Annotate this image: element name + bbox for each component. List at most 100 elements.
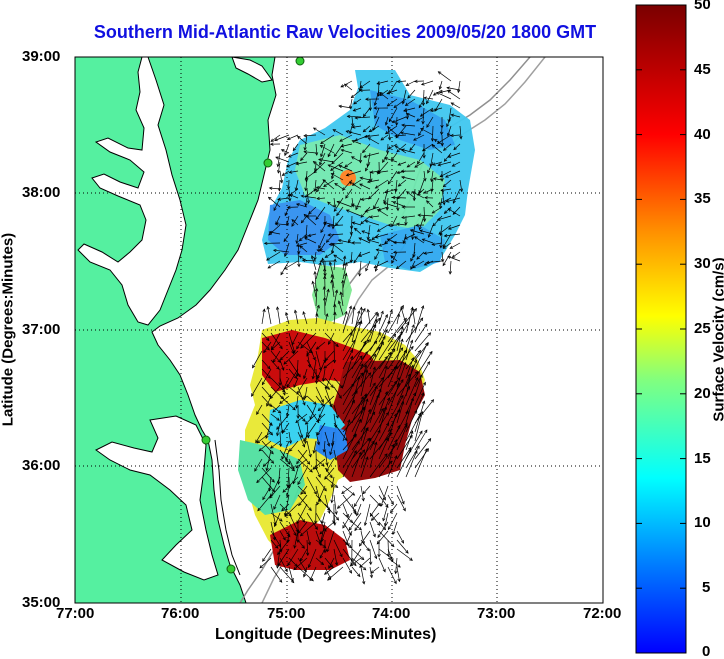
velocity-arrowhead <box>380 407 384 412</box>
velocity-arrowhead <box>303 147 307 151</box>
velocity-arrowhead <box>347 419 351 423</box>
velocity-arrow <box>448 107 452 123</box>
velocity-arrowhead <box>391 119 396 124</box>
velocity-arrow <box>353 251 362 264</box>
station-marker <box>295 57 305 66</box>
velocity-arrowhead <box>405 112 410 117</box>
velocity-arrowhead <box>392 348 396 352</box>
velocity-arrowhead <box>314 380 319 385</box>
velocity-arrow <box>324 566 335 575</box>
velocity-arrowhead <box>393 380 398 385</box>
velocity-arrow <box>360 382 376 406</box>
velocity-arrow <box>348 512 362 531</box>
velocity-arrowhead <box>321 520 325 525</box>
grid <box>75 57 603 603</box>
velocity-arrow <box>377 224 389 232</box>
velocity-arrow <box>354 134 371 141</box>
velocity-arrow <box>351 557 367 571</box>
velocity-arrow <box>305 170 317 180</box>
velocity-arrowhead <box>417 160 421 165</box>
velocity-arrowhead <box>317 417 321 422</box>
velocity-arrow <box>261 449 274 464</box>
velocity-arrowhead <box>376 228 381 232</box>
velocity-arrowhead <box>328 575 332 580</box>
velocity-arrow <box>363 152 380 158</box>
velocity-arrowhead <box>459 188 464 193</box>
velocity-arrowhead <box>297 481 301 486</box>
velocity-arrowhead <box>376 170 381 174</box>
velocity-arrow <box>342 433 357 460</box>
velocity-arrowhead <box>440 188 445 192</box>
velocity-arrowhead <box>400 326 404 330</box>
velocity-arrowhead <box>267 375 271 379</box>
velocity-arrow <box>414 361 430 388</box>
velocity-arrow <box>318 404 326 418</box>
velocity-arrow <box>360 369 368 397</box>
velocity-arrowhead <box>374 256 378 260</box>
velocity-arrow <box>352 125 362 128</box>
velocity-arrow <box>371 233 380 240</box>
velocity-arrowhead <box>410 364 415 369</box>
velocity-arrowhead <box>267 265 272 269</box>
velocity-arrowhead <box>266 346 270 351</box>
velocity-arrowhead <box>328 242 333 246</box>
velocity-arrow <box>405 413 421 442</box>
velocity-arrowhead <box>288 170 293 174</box>
velocity-arrowhead <box>442 201 446 206</box>
velocity-arrowhead <box>300 219 305 224</box>
velocity-arrowhead <box>374 441 378 446</box>
velocity-arrowhead <box>372 533 376 538</box>
velocity-arrowhead <box>420 128 424 132</box>
velocity-arrowhead <box>440 143 444 147</box>
velocity-arrow <box>296 242 308 247</box>
velocity-arrow <box>419 230 434 235</box>
velocity-arrow <box>350 224 353 235</box>
velocity-arrowhead <box>258 448 263 452</box>
velocity-arrow <box>405 377 419 406</box>
velocity-arrow <box>376 249 389 253</box>
velocity-arrow <box>365 260 371 272</box>
velocity-arrow <box>432 161 443 166</box>
velocity-arrowhead <box>384 356 388 360</box>
velocity-arrowhead <box>279 518 283 522</box>
velocity-arrowhead <box>424 196 428 200</box>
velocity-arrowhead <box>290 578 294 582</box>
velocity-arrowhead <box>447 90 451 94</box>
velocity-arrow <box>297 458 313 473</box>
velocity-arrow <box>396 321 410 343</box>
velocity-arrow <box>351 521 362 531</box>
velocity-arrow <box>297 413 306 422</box>
velocity-arrow <box>379 92 389 100</box>
velocity-arrowhead <box>401 215 405 220</box>
velocity-arrowhead <box>338 395 342 399</box>
velocity-arrowhead <box>350 94 355 99</box>
velocity-arrowhead <box>368 129 373 133</box>
velocity-arrow <box>331 274 335 289</box>
velocity-arrow <box>378 548 393 559</box>
velocity-arrow <box>279 431 282 447</box>
velocity-arrowhead <box>355 512 360 517</box>
velocity-arrowhead <box>331 242 335 247</box>
velocity-arrowhead <box>431 210 436 214</box>
velocity-arrow <box>438 197 452 205</box>
velocity-arrowhead <box>342 524 346 529</box>
velocity-arrowhead <box>303 213 308 218</box>
colorbar-tick-label: 15 <box>694 450 711 467</box>
velocity-arrowhead <box>359 85 364 89</box>
velocity-arrow <box>325 368 335 389</box>
velocity-arrow <box>369 341 384 370</box>
velocity-arrow <box>450 134 461 137</box>
velocity-arrowhead <box>405 82 410 86</box>
velocity-arrow <box>360 411 376 433</box>
velocity-arrowhead <box>426 361 430 365</box>
velocity-arrow <box>344 83 353 91</box>
x-tick-label: 77:00 <box>56 605 95 622</box>
velocity-arrowhead <box>322 296 327 301</box>
velocity-arrow <box>342 311 348 325</box>
velocity-arrowhead <box>340 84 344 88</box>
velocity-arrow <box>296 203 308 208</box>
velocity-arrowhead <box>320 140 324 145</box>
velocity-arrowhead <box>391 443 395 448</box>
velocity-arrow <box>351 427 369 451</box>
velocity-arrowhead <box>397 424 401 429</box>
